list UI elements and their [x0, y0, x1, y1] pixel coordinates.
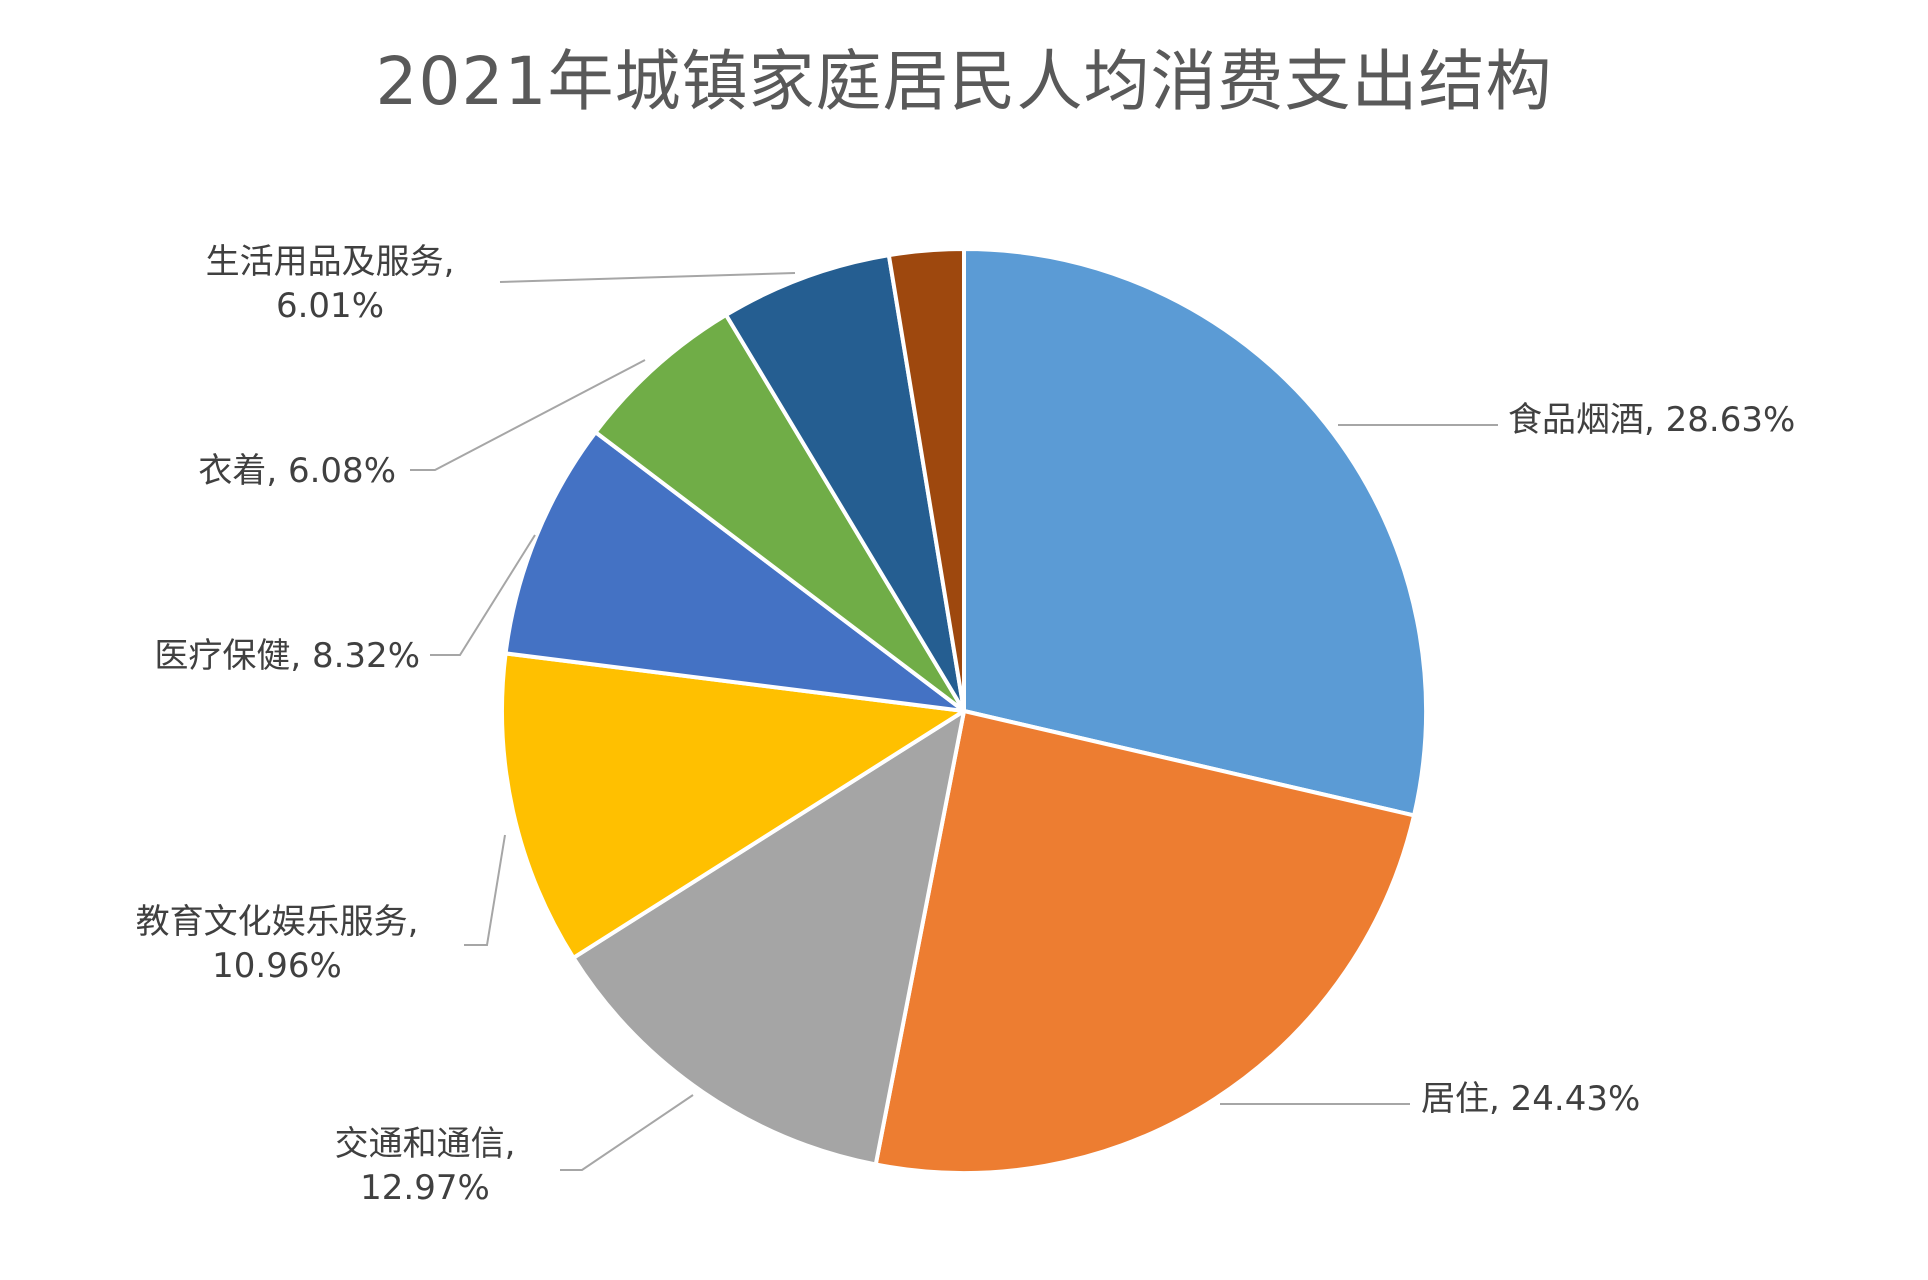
- pie-slice-2: [873, 709, 1417, 1176]
- label-daily-goods: 生活用品及服务, 6.01%: [170, 240, 490, 328]
- label-education: 教育文化娱乐服务, 10.96%: [92, 900, 462, 988]
- pie-slice-5: [503, 430, 966, 713]
- label-medical-name: 医疗保健,: [154, 636, 302, 676]
- label-food-pct: 28.63%: [1665, 400, 1796, 440]
- label-housing-pct: 24.43%: [1510, 1079, 1641, 1119]
- leader-line-daily: [499, 272, 796, 283]
- label-medical: 医疗保健, 8.32%: [154, 634, 420, 678]
- label-food: 食品烟酒, 28.63%: [1508, 398, 1795, 442]
- label-education-name: 教育文化娱乐服务,: [135, 902, 419, 942]
- label-clothing-pct: 6.08%: [287, 451, 396, 491]
- leader-line-clothing: [410, 359, 646, 471]
- pie-slice-6: [593, 312, 966, 713]
- leader-line-education: [464, 834, 506, 946]
- label-transport: 交通和通信, 12.97%: [300, 1122, 550, 1210]
- label-clothing: 衣着, 6.08%: [198, 449, 396, 493]
- leader-lines: [410, 272, 1498, 1171]
- leader-line-medical: [430, 534, 536, 656]
- label-education-pct: 10.96%: [212, 946, 342, 986]
- label-food-name: 食品烟酒,: [1508, 400, 1655, 440]
- pie-slice-4: [500, 651, 966, 960]
- label-transport-pct: 12.97%: [360, 1168, 490, 1208]
- label-clothing-name: 衣着,: [198, 451, 278, 491]
- pie-slice-3: [571, 709, 966, 1167]
- leader-line-transport: [560, 1094, 694, 1171]
- label-daily-goods-name: 生活用品及服务,: [205, 242, 455, 282]
- pie-slices: [500, 247, 1429, 1176]
- pie-slice-7: [724, 253, 966, 713]
- label-daily-goods-pct: 6.01%: [275, 286, 384, 326]
- label-housing-name: 居住,: [1421, 1079, 1500, 1119]
- label-transport-name: 交通和通信,: [334, 1124, 516, 1164]
- label-medical-pct: 8.32%: [311, 636, 420, 676]
- label-housing: 居住, 24.43%: [1421, 1077, 1640, 1121]
- pie-slice-1: [962, 247, 1429, 818]
- pie-slice-8: [886, 247, 966, 713]
- chart-title: 2021年城镇家庭居民人均消费支出结构: [375, 43, 1553, 120]
